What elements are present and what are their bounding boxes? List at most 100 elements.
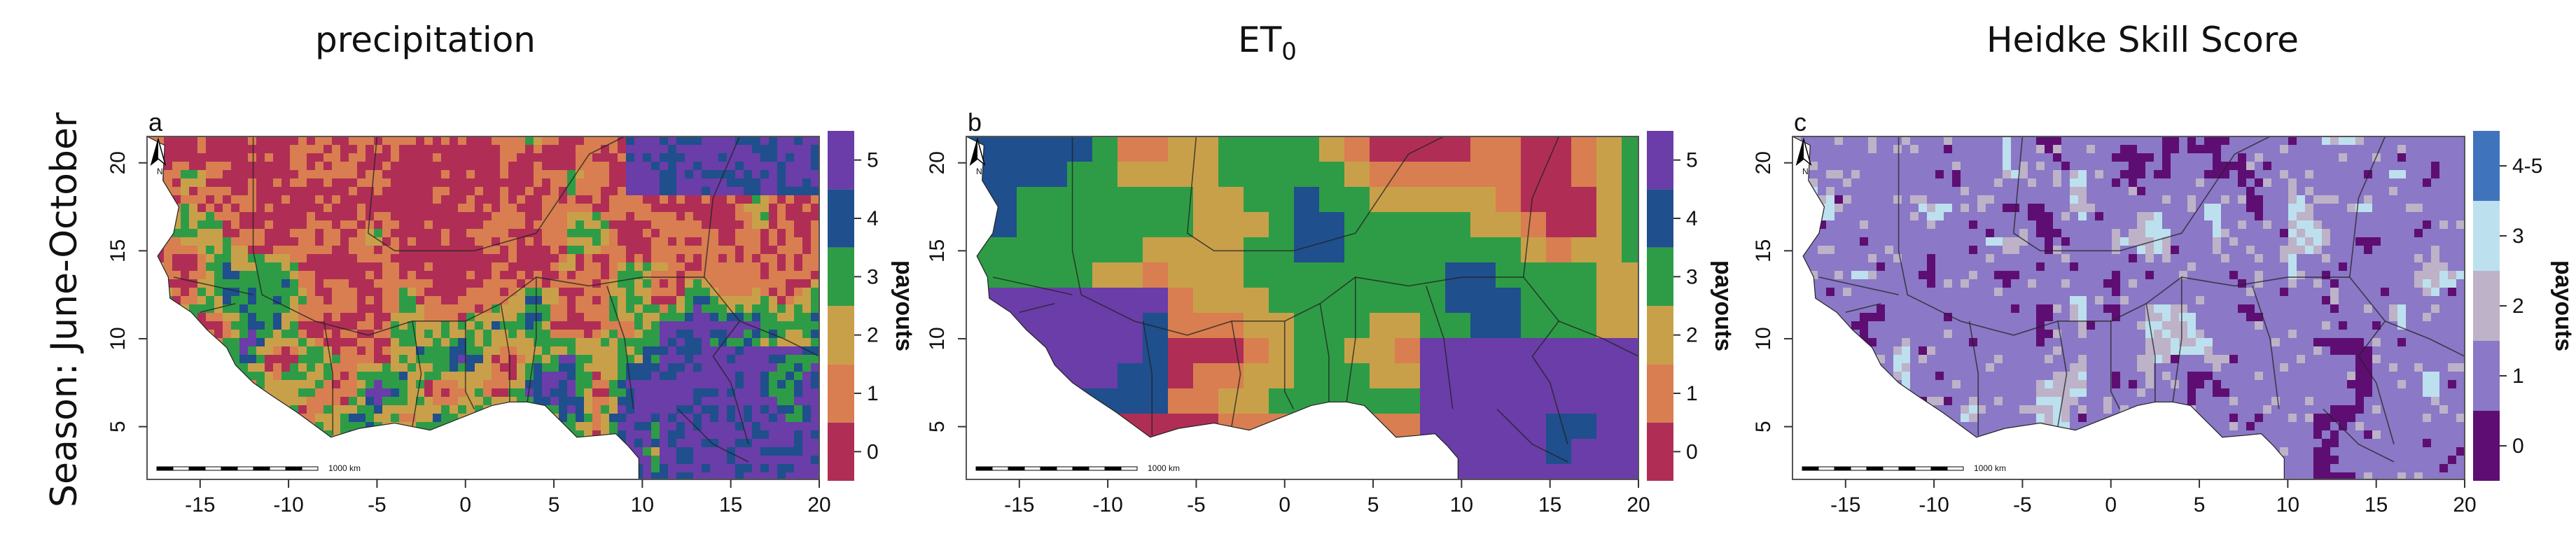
scale-bar: 1000 km bbox=[156, 463, 361, 473]
legend-label: 3 bbox=[1686, 265, 1698, 288]
legend-swatch bbox=[2473, 201, 2500, 271]
x-tick-label: 15 bbox=[2365, 493, 2388, 517]
legend-swatch bbox=[1647, 247, 1673, 306]
raster-layer bbox=[147, 136, 819, 479]
y-tick-label: 15 bbox=[1752, 239, 1775, 262]
legend-swatch bbox=[828, 364, 854, 423]
country-borders bbox=[1818, 136, 2465, 463]
x-tick-label: -15 bbox=[1004, 493, 1034, 517]
y-tick-label: 15 bbox=[106, 239, 130, 262]
x-tick-label: 5 bbox=[548, 493, 560, 517]
x-tick-label: -15 bbox=[185, 493, 215, 517]
legend-label: 3 bbox=[2512, 225, 2524, 248]
legend-b: 0 1 2 3 4 5 payouts bbox=[1647, 131, 1736, 481]
legend-swatch bbox=[1647, 189, 1673, 248]
panel-c-title: Heidke Skill Score bbox=[1986, 20, 2299, 60]
scale-bar: 1000 km bbox=[975, 463, 1180, 473]
legend-label: 1 bbox=[867, 382, 879, 405]
raster-layer bbox=[966, 136, 1638, 479]
y-tick-label: 10 bbox=[926, 327, 949, 350]
legend-swatch bbox=[828, 247, 854, 306]
legend-label: 5 bbox=[1686, 149, 1698, 172]
x-tick-label: -10 bbox=[1919, 493, 1949, 517]
scale-bar-label: 1000 km bbox=[1148, 463, 1180, 473]
coastline bbox=[1792, 136, 2465, 480]
legend-title: payouts bbox=[1710, 260, 1736, 351]
north-arrow-label: N bbox=[1802, 167, 1809, 176]
y-tick-label: 5 bbox=[106, 421, 130, 433]
legend-label: 4 bbox=[1686, 207, 1698, 230]
x-tick-label: 20 bbox=[807, 493, 830, 517]
north-arrow-label: N bbox=[157, 167, 163, 176]
panel-letter: c bbox=[1794, 108, 1806, 136]
map-panel-c: -15 -10 -5 0 5 10 15 20 5 10 15 20 c N 1000 km 0 1 2 3 4-5 p… bbox=[1752, 108, 2576, 517]
x-tick-label: 5 bbox=[2194, 493, 2206, 517]
y-tick-label: 5 bbox=[926, 421, 949, 433]
scale-bar: 1000 km bbox=[1802, 463, 2006, 473]
x-tick-label: 20 bbox=[2453, 493, 2476, 517]
panel-letter: b bbox=[968, 108, 982, 136]
x-tick-label: 5 bbox=[1367, 493, 1379, 517]
legend-label: 1 bbox=[1686, 382, 1698, 405]
country-borders bbox=[173, 136, 819, 463]
x-tick-label: -5 bbox=[1187, 493, 1206, 517]
x-tick-label: -5 bbox=[368, 493, 387, 517]
legend-swatch bbox=[2473, 131, 2500, 201]
legend-swatch bbox=[1647, 364, 1673, 423]
coastline bbox=[966, 136, 1639, 480]
legend-swatch bbox=[828, 131, 854, 190]
legend-label: 4 bbox=[867, 207, 879, 230]
x-tick-label: 15 bbox=[719, 493, 742, 517]
scale-bar-label: 1000 km bbox=[328, 463, 361, 473]
map-frame bbox=[146, 136, 820, 480]
legend-label: 2 bbox=[1686, 324, 1698, 347]
north-arrow-icon: N bbox=[150, 137, 167, 176]
legend-label: 3 bbox=[867, 265, 879, 288]
x-tick-label: -15 bbox=[1830, 493, 1860, 517]
x-tick-label: 10 bbox=[631, 493, 654, 517]
y-tick-label: 15 bbox=[926, 239, 949, 262]
legend-label: 1 bbox=[2512, 365, 2524, 388]
legend-swatch bbox=[1647, 131, 1673, 190]
y-tick-label: 20 bbox=[926, 151, 949, 174]
y-tick-label: 20 bbox=[1752, 151, 1775, 174]
x-tick-label: 0 bbox=[459, 493, 471, 517]
panel-b-title-main: ET bbox=[1238, 20, 1282, 60]
legend-label: 2 bbox=[867, 324, 879, 347]
x-tick-label: 0 bbox=[2105, 493, 2117, 517]
coastline bbox=[146, 136, 820, 480]
legend-swatch bbox=[828, 189, 854, 248]
x-tick-label: 10 bbox=[2276, 493, 2299, 517]
map-panel-a: -15 -10 -5 0 5 10 15 20 5 10 15 20 a N 1000 km 0 1 2 3 4 5 pa… bbox=[106, 108, 917, 517]
scale-bar-label: 1000 km bbox=[1974, 463, 2006, 473]
y-tick-label: 5 bbox=[1752, 421, 1775, 433]
y-tick-label: 10 bbox=[106, 327, 130, 350]
legend-c: 0 1 2 3 4-5 payouts bbox=[2473, 131, 2576, 481]
panel-b-title: ET0 bbox=[1190, 20, 1344, 66]
x-tick-label: -5 bbox=[2013, 493, 2032, 517]
legend-label: 0 bbox=[2512, 435, 2524, 458]
x-tick-label: -10 bbox=[1092, 493, 1122, 517]
legend-a: 0 1 2 3 4 5 payouts bbox=[828, 131, 917, 481]
country-borders bbox=[992, 136, 1638, 463]
legend-label: 0 bbox=[1686, 440, 1698, 463]
map-frame bbox=[1792, 136, 2465, 480]
north-arrow-label: N bbox=[976, 167, 982, 176]
legend-label: 2 bbox=[2512, 295, 2524, 318]
legend-swatch bbox=[2473, 411, 2500, 481]
legend-title: payouts bbox=[2550, 260, 2576, 351]
x-tick-label: 0 bbox=[1279, 493, 1290, 517]
y-tick-label: 10 bbox=[1752, 327, 1775, 350]
panel-b-title-sub: 0 bbox=[1281, 38, 1297, 66]
panel-a-title: precipitation bbox=[315, 20, 536, 60]
legend-swatch bbox=[2473, 271, 2500, 341]
legend-label: 5 bbox=[867, 149, 879, 172]
legend-swatch bbox=[828, 422, 854, 481]
raster-layer bbox=[1792, 136, 2465, 479]
north-arrow-icon: N bbox=[1795, 137, 1812, 176]
legend-swatch bbox=[828, 306, 854, 365]
legend-swatch bbox=[2473, 341, 2500, 411]
x-tick-label: 10 bbox=[1450, 493, 1473, 517]
legend-title: payouts bbox=[891, 260, 917, 351]
